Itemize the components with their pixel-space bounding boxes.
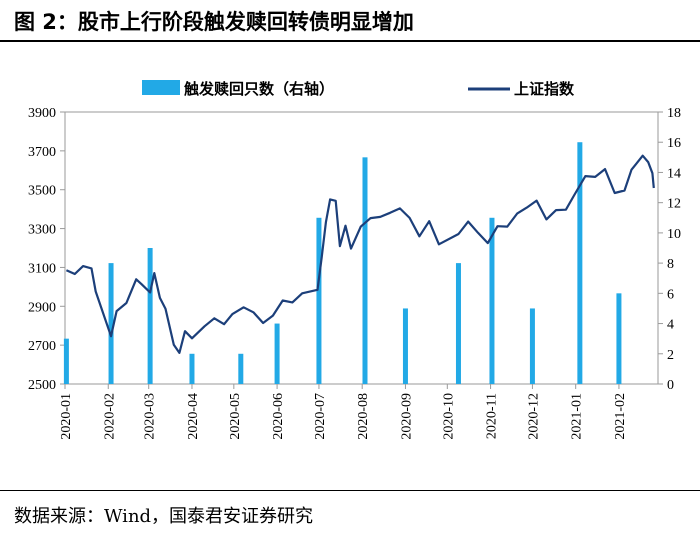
x-axis-tick-label: 2020-07 [313,393,328,440]
figure-title: 图 2：股市上行阶段触发赎回转债明显增加 [14,10,414,34]
x-axis-tick-label: 2020-12 [526,393,541,440]
x-axis-tick-label: 2020-11 [485,393,500,439]
right-axis-tick-label: 12 [667,197,681,212]
left-axis-tick-label: 3500 [28,184,56,199]
bar [316,217,322,384]
right-axis-tick-label: 6 [667,287,674,302]
legend-bar-swatch [142,80,180,95]
legend-line-label: 上证指数 [514,80,575,98]
x-axis-tick-label: 2020-05 [228,393,243,440]
left-axis-tick-label: 3100 [28,261,56,276]
right-axis-tick-label: 4 [667,318,674,333]
right-axis-tick-label: 14 [667,166,681,181]
source-rule [0,490,700,491]
x-axis-tick-label: 2020-08 [356,393,371,440]
index-line [65,154,655,354]
title-rule [0,40,700,42]
bar [455,263,461,384]
source-note: 数据来源：Wind，国泰君安证券研究 [14,506,314,527]
bar [274,323,280,384]
x-axis-tick-label: 2020-02 [102,393,117,440]
bar [402,308,408,384]
bar [147,248,153,384]
left-axis-tick-label: 2500 [28,378,56,393]
bar [108,263,114,384]
left-axis-tick-label: 2700 [28,339,56,354]
x-axis-tick-label: 2020-01 [59,393,74,440]
left-axis-tick-label: 3900 [28,106,56,121]
x-axis-tick-label: 2021-02 [613,393,628,440]
x-axis-tick-label: 2020-10 [441,393,456,440]
chart: 触发赎回只数（右轴） 上证指数 2500 2700 2900 3100 3300 3500… [28,80,681,440]
left-axis-tick-label: 3300 [28,223,56,238]
x-axis-tick-label: 2020-03 [143,393,158,440]
legend: 触发赎回只数（右轴） 上证指数 [142,80,575,98]
bar [63,338,69,384]
x-axis-tick-label: 2021-01 [570,393,585,440]
right-axis-tick-label: 10 [667,227,681,242]
bar [362,157,368,384]
plot-area: 2500 2700 2900 3100 3300 3500 3700 3900 0 2 4 6 8 10 1… [28,106,681,440]
x-axis-tick-label: 2020-09 [399,393,414,440]
left-axis-tick-label: 2900 [28,300,56,315]
plot-frame [64,111,659,385]
right-axis-tick-label: 8 [667,257,674,272]
x-axis-tick-label: 2020-04 [186,393,201,440]
x-axis-tick-label: 2020-06 [271,393,286,440]
legend-bar-label: 触发赎回只数（右轴） [184,80,334,98]
right-axis-tick-label: 16 [667,136,681,151]
bar [489,217,495,384]
bar [529,308,535,384]
right-axis-tick-label: 0 [667,378,674,393]
left-axis-tick-label: 3700 [28,145,56,160]
bar [577,142,583,384]
right-axis-tick-label: 18 [667,106,681,121]
bar [616,293,622,384]
right-axis-tick-label: 2 [667,348,674,363]
bar [238,353,244,384]
bar [189,353,195,384]
